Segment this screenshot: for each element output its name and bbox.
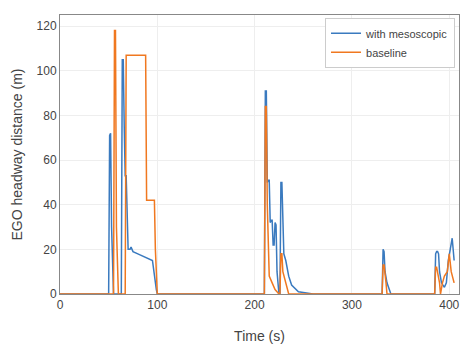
svg-text:EGO headway distance (m): EGO headway distance (m) [9, 69, 25, 241]
svg-text:200: 200 [245, 298, 265, 312]
svg-text:120: 120 [37, 19, 57, 33]
svg-text:with mesoscopic: with mesoscopic [365, 28, 447, 40]
svg-text:100: 100 [147, 298, 167, 312]
svg-text:baseline: baseline [366, 47, 407, 59]
svg-text:400: 400 [439, 298, 459, 312]
svg-text:0: 0 [57, 298, 64, 312]
svg-text:0: 0 [50, 287, 57, 301]
svg-text:20: 20 [43, 243, 57, 257]
svg-text:100: 100 [37, 64, 57, 78]
svg-text:80: 80 [43, 109, 57, 123]
svg-text:40: 40 [43, 198, 57, 212]
svg-text:300: 300 [342, 298, 362, 312]
svg-text:Time (s): Time (s) [234, 328, 285, 344]
svg-text:60: 60 [43, 153, 57, 167]
